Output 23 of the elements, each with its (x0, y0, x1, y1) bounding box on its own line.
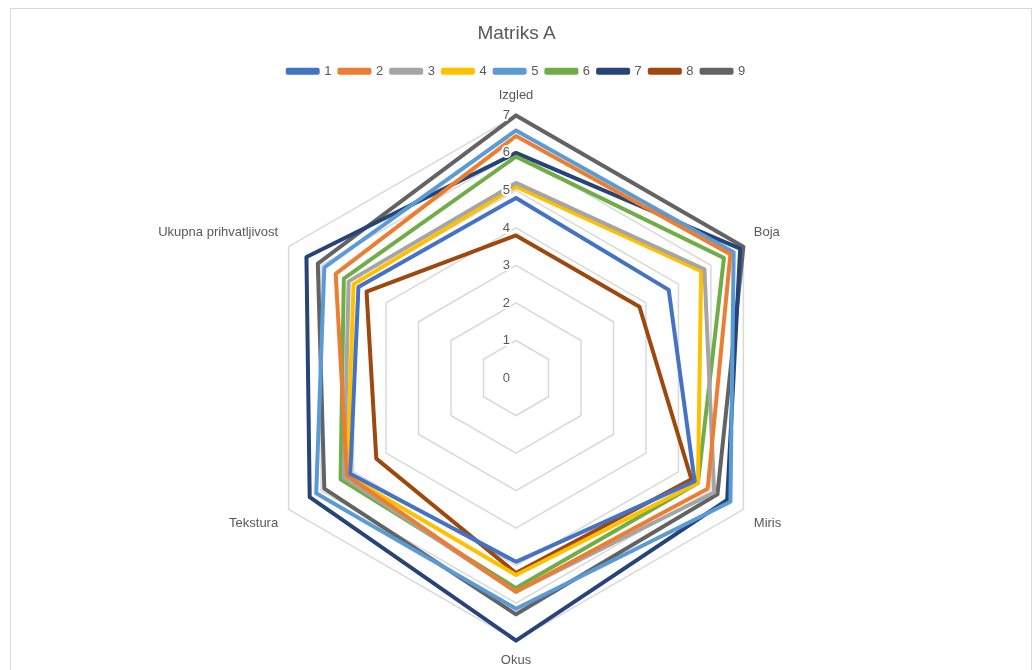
spoke-label: Okus (500, 651, 532, 667)
y-tick-label: 7 (502, 106, 510, 122)
legend-label: 9 (738, 62, 746, 78)
spoke-label: Tekstura (229, 514, 279, 530)
legend-label: 2 (375, 62, 384, 78)
y-tick-label: 4 (502, 219, 510, 235)
legend-label: 6 (582, 62, 591, 78)
chart-title: Matriks A (477, 21, 556, 43)
spoke-label: Ukupna prihvatljivost (158, 224, 279, 240)
legend-label: 7 (634, 62, 642, 78)
y-tick-label: 1 (502, 332, 510, 348)
y-tick-label: 3 (502, 257, 510, 273)
y-tick-label: 6 (502, 144, 510, 160)
legend-label: 3 (427, 62, 435, 78)
y-tick-label: 0 (502, 369, 510, 385)
legend-label: 1 (324, 62, 332, 78)
legend-label: 8 (686, 62, 694, 78)
legend-label: 4 (479, 62, 487, 78)
spoke-label: Boja (753, 224, 781, 240)
spoke-label: Miris (753, 514, 782, 530)
legend-label: 5 (531, 62, 539, 78)
y-tick-label: 2 (502, 294, 510, 310)
spoke-label: Izgled (498, 87, 534, 103)
